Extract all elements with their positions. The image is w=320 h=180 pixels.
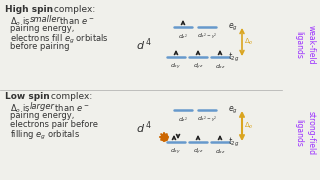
Text: $t_{2g}$: $t_{2g}$ xyxy=(228,136,240,148)
Text: $d_{z^2}$: $d_{z^2}$ xyxy=(178,115,188,124)
Text: strong-field
ligands: strong-field ligands xyxy=(295,111,316,155)
Text: $\Delta_o$: $\Delta_o$ xyxy=(244,121,254,131)
Text: pairing energy,: pairing energy, xyxy=(10,111,74,120)
Text: smaller: smaller xyxy=(30,15,61,24)
Text: $\Delta_o$ is: $\Delta_o$ is xyxy=(10,102,31,114)
Text: $d_{yz}$: $d_{yz}$ xyxy=(193,62,204,72)
Text: $d^{\,4}$: $d^{\,4}$ xyxy=(136,37,152,53)
Text: $d_{xz}$: $d_{xz}$ xyxy=(214,62,226,71)
Text: larger: larger xyxy=(30,102,55,111)
Text: $d_{xy}$: $d_{xy}$ xyxy=(171,62,181,72)
Text: $d_{z^2}$: $d_{z^2}$ xyxy=(178,32,188,41)
Text: $d_{x^2-y^2}$: $d_{x^2-y^2}$ xyxy=(197,32,217,42)
Text: $e_g$: $e_g$ xyxy=(228,21,238,33)
Text: complex:: complex: xyxy=(51,5,95,14)
Text: Low spin: Low spin xyxy=(5,92,50,101)
Point xyxy=(162,136,167,138)
Text: before pairing: before pairing xyxy=(10,42,69,51)
Text: weak-field
ligands: weak-field ligands xyxy=(295,25,316,65)
Text: complex:: complex: xyxy=(48,92,92,101)
Text: electrons pair before: electrons pair before xyxy=(10,120,98,129)
Text: $d_{xy}$: $d_{xy}$ xyxy=(171,147,181,157)
Text: $\Delta_o$ is: $\Delta_o$ is xyxy=(10,15,31,28)
Text: $d^{\,4}$: $d^{\,4}$ xyxy=(136,120,152,136)
Text: $d_{x^2-y^2}$: $d_{x^2-y^2}$ xyxy=(197,115,217,125)
Text: High spin: High spin xyxy=(5,5,53,14)
Text: $d_{yz}$: $d_{yz}$ xyxy=(193,147,204,157)
Text: pairing energy,: pairing energy, xyxy=(10,24,74,33)
Text: electrons fill $e_g$ orbitals: electrons fill $e_g$ orbitals xyxy=(10,33,109,46)
Text: than $e^-$: than $e^-$ xyxy=(52,102,89,113)
Text: than $e^-$: than $e^-$ xyxy=(57,15,94,26)
Text: $t_{2g}$: $t_{2g}$ xyxy=(228,50,240,64)
Text: $\Delta_o$: $\Delta_o$ xyxy=(244,37,254,47)
Text: $d_{xz}$: $d_{xz}$ xyxy=(214,147,226,156)
Text: $e_g$: $e_g$ xyxy=(228,104,238,116)
Text: filling $e_g$ orbitals: filling $e_g$ orbitals xyxy=(10,129,80,142)
